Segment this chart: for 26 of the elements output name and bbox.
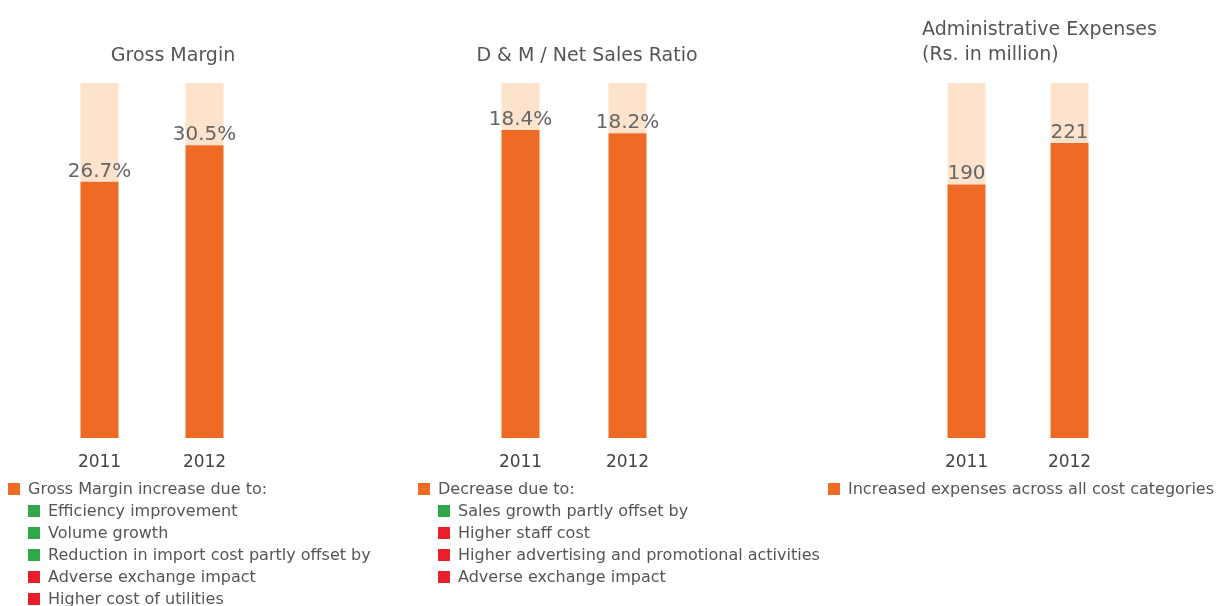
x-tick-label: 2012 xyxy=(605,450,650,471)
text: Decrease due to: xyxy=(438,478,575,500)
text: Efficiency improvement xyxy=(48,500,238,522)
x-tick-label: 2011 xyxy=(944,450,989,471)
data-label: 221 xyxy=(1050,119,1089,144)
text: Sales growth partly offset by xyxy=(458,500,689,522)
data-label: 30.5% xyxy=(172,121,237,146)
chart-title: Gross Margin xyxy=(110,42,236,65)
text: Volume growth xyxy=(48,522,169,544)
text: Adverse exchange impact xyxy=(48,566,256,588)
text: Higher staff cost xyxy=(458,522,590,544)
data-label: 18.2% xyxy=(595,109,660,134)
x-tick-label: 2011 xyxy=(77,450,122,471)
text: Reduction in import cost partly offset by xyxy=(48,544,371,566)
data-label: 18.4% xyxy=(488,105,553,130)
x-tick-label: 2011 xyxy=(498,450,543,471)
chart-title: D & M / Net Sales Ratio xyxy=(476,42,698,65)
x-tick-label: 2012 xyxy=(1047,450,1092,471)
x-tick-label: 2012 xyxy=(182,450,227,471)
data-label: 26.7% xyxy=(67,157,132,182)
text: Increased expenses across all cost categories xyxy=(848,478,1215,500)
data-label: 190 xyxy=(947,160,986,185)
chart-title: Administrative Expenses (Rs. in million) xyxy=(922,16,1157,64)
text: Gross Margin increase due to: xyxy=(28,478,268,500)
text: Higher advertising and promotional activities xyxy=(458,544,820,566)
text: Adverse exchange impact xyxy=(458,566,666,588)
